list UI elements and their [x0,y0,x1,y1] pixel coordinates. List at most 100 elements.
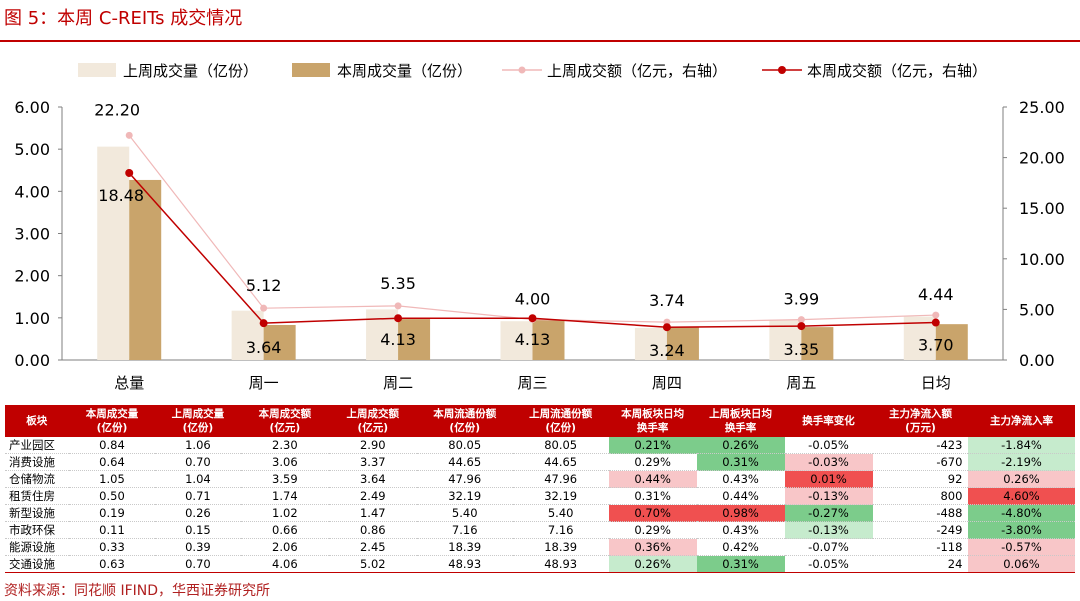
label-this-week-amount: 4.13 [515,330,551,349]
table-cell: 0.86 [328,521,417,539]
title-divider [0,40,1080,42]
point-this-week [125,168,134,177]
table-cell: -0.07% [784,538,873,556]
table-cell: 0.70 [154,453,241,471]
table-header-cell: 上周流通份额 (亿份) [512,405,610,437]
point-last-week [260,304,268,312]
table-header-cell: 本周板块日均 换手率 [608,405,698,437]
header-text: 上周成交量 [171,408,225,420]
table-cell: -0.05% [784,437,873,454]
left-tick-label: 0.00 [14,351,50,370]
table-cell: 0.84 [68,437,155,454]
table-cell: 18.39 [512,538,609,556]
table-cell: 5.40 [416,504,513,522]
trading-chart: 上周成交量（亿份） 本周成交量（亿份） 上周成交额（亿元，右轴） 本周成交额（亿元，右… [14,62,1064,392]
label-last-week-amount: 5.35 [380,274,416,293]
header-text: 主力净流入额 [888,408,952,420]
label-last-week-amount: 5.12 [246,276,282,295]
legend-swatch [292,63,330,77]
bar-this-week [398,319,431,360]
table-cell: 0.26 [154,504,241,522]
bar-last-week [634,327,667,360]
table-cell: 7.16 [512,521,609,539]
label-this-week-amount: 4.13 [380,330,416,349]
x-tick-label: 周一 [249,374,279,392]
chart-axes: 0.00 1.00 2.00 3.00 4.00 5.00 6.00 0.00 5.00 10.0… [14,98,1064,392]
table-cell: 2.30 [240,437,329,454]
table-cell: -118 [872,538,969,556]
table-cell: 80.05 [416,437,513,454]
bar-this-week [801,327,834,360]
table-cell: 0.29% [608,521,697,539]
table-cell: 0.66 [240,521,329,539]
header-text: (亿元) [269,422,301,434]
point-last-week [125,131,133,139]
table-cell: -0.03% [784,453,873,471]
header-text: 本周流通份额 [433,408,497,420]
x-tick-label: 周三 [517,374,547,392]
table-cell: 0.31% [608,487,697,505]
table-cell: 24 [872,555,969,573]
label-last-week-amount: 3.74 [649,291,685,310]
table-cell: 0.11 [68,521,155,539]
table-header-cell: 换手率变化 [784,405,873,437]
table-header-cell: 主力净流入额 (万元) [872,405,969,437]
bar-last-week [97,146,130,360]
bar-this-week [263,325,296,360]
point-this-week [528,314,537,323]
table-cell: 80.05 [512,437,609,454]
legend-marker [778,66,786,74]
table-cell: 0.71 [154,487,241,505]
chart-data-labels: 22.20 5.12 5.35 4.00 3.74 3.99 4.44 18.48 3.64 4.… [94,100,953,360]
table-cell: 租赁住房 [5,487,69,505]
header-text: (万元) [905,422,936,434]
x-tick-label: 周五 [786,374,816,392]
table-cell: 0.98% [696,504,785,522]
table-cell: 1.06 [154,437,241,454]
table-cell: 0.15 [154,521,241,539]
table-cell: 新型设施 [5,504,69,522]
header-text: 主力净流入率 [989,415,1053,427]
table-cell: 2.49 [328,487,417,505]
table-cell: 4.06 [240,555,329,573]
table-cell: 47.96 [512,470,609,488]
table-cell: -4.80% [968,504,1075,522]
table-cell: 5.40 [512,504,609,522]
left-tick-label: 2.00 [14,267,50,286]
point-this-week [797,322,806,331]
table-cell: 3.64 [328,470,417,488]
table-cell: 0.42% [696,538,785,556]
table-cell: 0.31% [696,453,785,471]
table-cell: 0.06% [968,555,1075,573]
table-cell: 0.26% [968,470,1075,488]
label-this-week-amount: 18.48 [98,186,144,205]
label-last-week-amount: 4.00 [515,290,551,309]
table-cell: 1.47 [328,504,417,522]
header-text: 本周成交量 [85,408,139,420]
table-cell: 2.90 [328,437,417,454]
table-row: 交通设施 0.63 0.70 4.06 5.02 48.93 48.93 0.26% 0.31%… [5,555,1075,573]
table-cell: 800 [872,487,969,505]
table-header-cell: 上周成交量 (亿份) [154,405,242,437]
figure-title: 图 5：本周 C-REITs 成交情况 [4,8,243,29]
table-cell: 48.93 [416,555,513,573]
table-cell: 44.65 [416,453,513,471]
left-tick-label: 4.00 [14,182,50,201]
table-cell: 0.01% [784,470,873,488]
table-header-cell: 板块 [5,405,70,437]
table-cell: 2.45 [328,538,417,556]
label-this-week-amount: 3.35 [784,340,820,359]
table-cell: 18.39 [416,538,513,556]
table-cell: 48.93 [512,555,609,573]
label-last-week-amount: 3.99 [784,290,820,309]
point-last-week [932,311,940,319]
right-tick-label: 10.00 [1019,250,1065,269]
table-cell: -0.13% [784,521,873,539]
point-this-week [931,318,940,327]
bar-this-week [129,179,162,360]
table-cell: 0.44% [608,470,697,488]
table-cell: 1.05 [68,470,155,488]
bar-this-week [935,324,968,360]
table-cell: 0.63 [68,555,155,573]
table-cell: 44.65 [512,453,609,471]
